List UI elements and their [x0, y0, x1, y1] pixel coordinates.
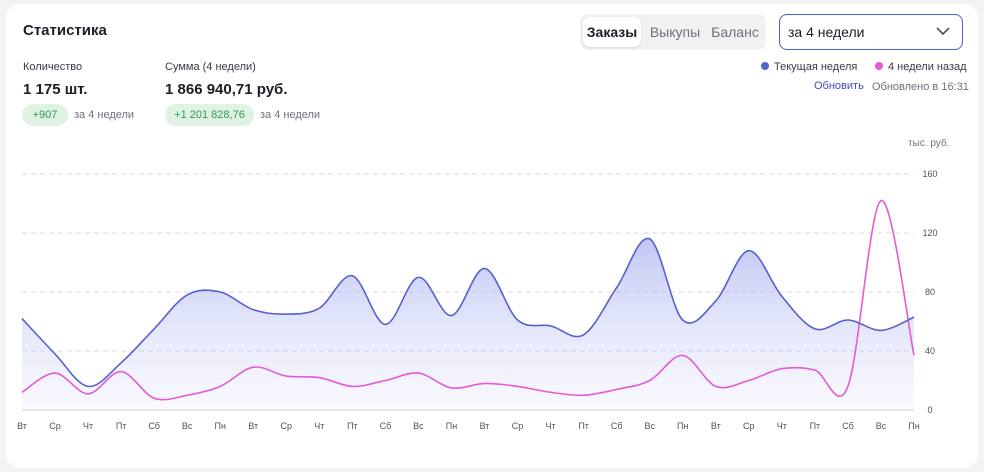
x-tick-label: Пт: [347, 421, 358, 431]
x-tick-label: Пт: [578, 421, 589, 431]
x-tick-label: Чт: [777, 421, 787, 431]
x-tick-label: Чт: [546, 421, 556, 431]
legend-current: Текущая неделя: [761, 61, 857, 73]
x-tick-label: Пн: [446, 421, 457, 431]
x-tick-label: Вт: [248, 421, 258, 431]
legend-current-label: Текущая неделя: [774, 61, 858, 73]
x-tick-label: Ср: [743, 421, 755, 431]
series-current-area: [22, 238, 914, 410]
y-tick-label: 40: [925, 346, 935, 356]
x-tick-label: Чт: [314, 421, 324, 431]
metric-tabs: Заказы Выкупы Баланс: [580, 14, 766, 50]
period-select-value: за 4 недели: [788, 24, 865, 40]
legend-previous: 4 недели назад: [875, 61, 967, 73]
y-tick-label: 120: [922, 228, 937, 238]
x-tick-label: Ср: [281, 421, 293, 431]
legend-previous-dot: [875, 62, 883, 70]
legend-current-dot: [761, 62, 769, 70]
x-tick-label: Ср: [49, 421, 61, 431]
x-tick-label: Вт: [480, 421, 490, 431]
x-tick-label: Сб: [380, 421, 392, 431]
x-tick-label: Ср: [512, 421, 524, 431]
x-tick-label: Вт: [17, 421, 27, 431]
sum-delta-badge: +1 201 828,76: [165, 104, 254, 126]
quantity-delta-badge: +907: [22, 104, 68, 126]
x-tick-label: Вс: [644, 421, 655, 431]
y-tick-label: 0: [927, 405, 932, 415]
x-tick-label: Пт: [810, 421, 821, 431]
sum-value: 1 866 940,71 руб.: [165, 81, 288, 98]
tab-purchases[interactable]: Выкупы: [649, 24, 701, 40]
updated-time: Обновлено в 16:31: [872, 81, 969, 93]
card-title: Статистика: [23, 22, 107, 39]
series-previous-line: [21, 199, 915, 401]
quantity-value: 1 175 шт.: [23, 81, 88, 98]
y-tick-label: 80: [925, 287, 935, 297]
x-tick-label: Пн: [908, 421, 919, 431]
y-tick-label: 160: [922, 169, 937, 179]
legend-previous-label: 4 недели назад: [888, 61, 967, 73]
sum-delta-note: за 4 недели: [260, 109, 321, 121]
tab-balance[interactable]: Баланс: [711, 24, 759, 40]
chevron-down-icon: [936, 27, 950, 36]
x-tick-label: Пт: [116, 421, 127, 431]
x-tick-label: Пн: [677, 421, 688, 431]
x-tick-label: Чт: [83, 421, 93, 431]
tab-orders[interactable]: Заказы: [583, 17, 641, 47]
x-tick-label: Пн: [214, 421, 225, 431]
x-tick-label: Вс: [182, 421, 193, 431]
x-tick-label: Вт: [711, 421, 721, 431]
quantity-label: Количество: [23, 61, 83, 73]
quantity-delta-note: за 4 недели: [74, 109, 135, 121]
refresh-link[interactable]: Обновить: [814, 80, 864, 92]
x-tick-label: Сб: [611, 421, 623, 431]
x-tick-label: Вс: [876, 421, 887, 431]
sum-label: Сумма (4 недели): [165, 61, 256, 73]
x-tick-label: Сб: [148, 421, 160, 431]
period-select[interactable]: за 4 недели: [779, 14, 963, 50]
x-tick-label: Вс: [413, 421, 424, 431]
y-axis-unit: тыс. руб.: [908, 138, 950, 149]
x-tick-label: Сб: [842, 421, 854, 431]
series-current-line: [21, 237, 915, 388]
